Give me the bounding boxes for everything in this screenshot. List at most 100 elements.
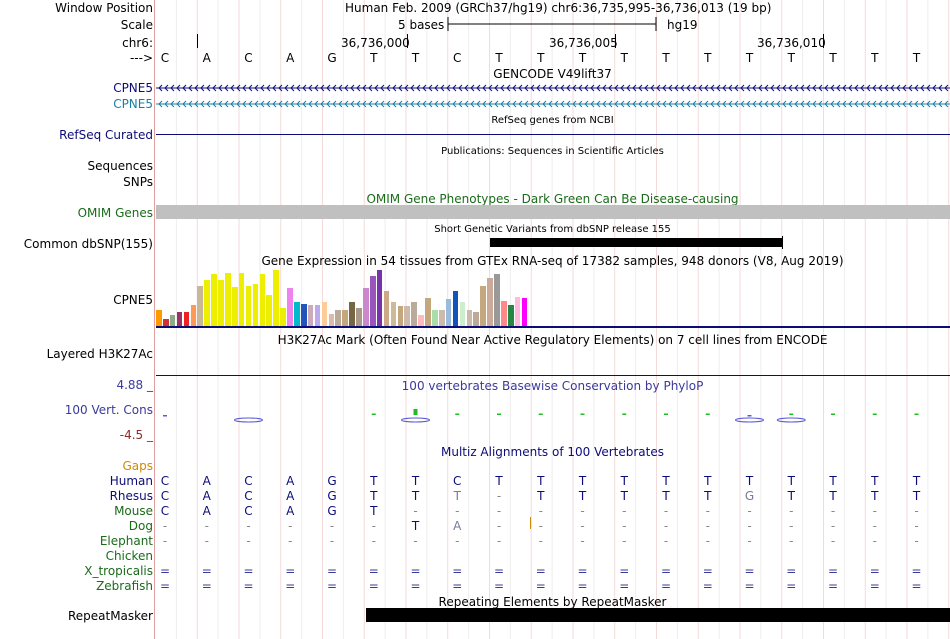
multiz-species-label[interactable]: Mouse: [114, 504, 153, 518]
gtex-tissue-bar[interactable]: [342, 310, 348, 326]
gtex-tissue-bar[interactable]: [432, 310, 438, 326]
gtex-tissue-bar[interactable]: [356, 308, 362, 326]
gtex-tissue-bar[interactable]: [176, 312, 183, 326]
strand-chevron: [176, 84, 181, 92]
gencode-transcript-1[interactable]: [155, 82, 950, 94]
gtex-tissue-bar[interactable]: [259, 274, 266, 326]
h3k27ac-label[interactable]: Layered H3K27Ac: [46, 347, 153, 361]
multiz-aligned-base: =: [201, 579, 212, 593]
gtex-tissue-bar[interactable]: [425, 298, 431, 326]
gtex-tissue-bar[interactable]: [494, 274, 500, 326]
strand-chevron: [530, 100, 535, 108]
gtex-tissue-bar[interactable]: [521, 298, 528, 326]
gtex-tissue-bar[interactable]: [376, 270, 383, 326]
publications-sequences-label[interactable]: Sequences: [87, 159, 153, 173]
gtex-tissue-bar[interactable]: [363, 288, 369, 326]
label-divider: [154, 0, 155, 639]
multiz-aligned-base: -: [580, 534, 585, 548]
repeatmasker-label[interactable]: RepeatMasker: [67, 609, 153, 623]
refseq-line[interactable]: [156, 134, 950, 135]
gtex-tissue-bar[interactable]: [238, 273, 245, 326]
multiz-species-label[interactable]: X_tropicalis: [84, 564, 153, 578]
omim-label[interactable]: OMIM Genes: [77, 206, 153, 220]
gtex-tissue-bar[interactable]: [335, 310, 342, 326]
gtex-tissue-bar[interactable]: [487, 278, 493, 326]
gencode-gene-label[interactable]: CPNE5: [113, 97, 153, 111]
multiz-species-label[interactable]: Chicken: [105, 549, 153, 563]
gtex-tissue-bar[interactable]: [397, 306, 404, 326]
multiz-species-label[interactable]: Human: [109, 474, 153, 488]
gtex-tissue-bar[interactable]: [218, 280, 224, 326]
gtex-tissue-bar[interactable]: [300, 304, 307, 326]
strand-chevron: [470, 100, 475, 108]
dbsnp-variant-bar[interactable]: [490, 238, 782, 247]
gtex-tissue-bar[interactable]: [314, 305, 321, 326]
multiz-species-label[interactable]: Dog: [128, 519, 153, 533]
gencode-gene-label[interactable]: CPNE5: [113, 81, 153, 95]
gtex-tissue-bar[interactable]: [280, 308, 286, 326]
gtex-tissue-bar[interactable]: [321, 302, 328, 326]
gtex-tissue-bar[interactable]: [404, 306, 411, 326]
dbsnp-label[interactable]: Common dbSNP(155): [23, 237, 153, 251]
gtex-tissue-bar[interactable]: [225, 273, 231, 326]
gtex-tissue-bar[interactable]: [514, 297, 521, 326]
gtex-tissue-bar[interactable]: [231, 287, 238, 326]
publications-snps-label[interactable]: SNPs: [123, 175, 153, 189]
gtex-tissue-bar[interactable]: [349, 302, 355, 326]
gtex-tissue-bar[interactable]: [438, 310, 445, 326]
strand-chevron: [392, 100, 397, 108]
gtex-tissue-bar[interactable]: [245, 286, 252, 326]
gtex-tissue-bar[interactable]: [480, 286, 486, 326]
window-position-value[interactable]: Human Feb. 2009 (GRCh37/hg19) chr6:36,73…: [345, 1, 772, 15]
gtex-tissue-bar[interactable]: [287, 288, 293, 326]
multiz-species-label[interactable]: Elephant: [99, 534, 153, 548]
gtex-tissue-bar[interactable]: [507, 305, 514, 326]
gtex-tissue-bar[interactable]: [328, 314, 335, 326]
multiz-aligned-base: G: [327, 504, 337, 518]
gtex-tissue-bar[interactable]: [294, 302, 300, 326]
gtex-tissue-bar[interactable]: [273, 270, 279, 326]
gtex-tissue-bar[interactable]: [452, 291, 459, 326]
gtex-tissue-bar[interactable]: [197, 286, 204, 326]
strand-chevron: [866, 84, 871, 92]
gtex-tissue-bar[interactable]: [369, 276, 376, 326]
gtex-tissue-bar[interactable]: [211, 274, 217, 326]
gtex-label[interactable]: CPNE5: [113, 293, 153, 307]
gtex-tissue-bar[interactable]: [473, 312, 480, 326]
strand-chevron: [644, 84, 649, 92]
strand-chevron: [614, 100, 619, 108]
gtex-tissue-bar[interactable]: [169, 315, 176, 326]
gtex-tissue-bar[interactable]: [466, 310, 473, 326]
gtex-tissue-bar[interactable]: [418, 315, 424, 326]
gtex-tissue-bar[interactable]: [162, 319, 169, 326]
gtex-tissue-bar[interactable]: [411, 302, 417, 326]
multiz-aligned-base: -: [789, 504, 794, 518]
gtex-tissue-bar[interactable]: [252, 284, 259, 326]
omim-track-title: OMIM Gene Phenotypes - Dark Green Can Be…: [366, 192, 739, 206]
gencode-transcript-2[interactable]: [155, 98, 950, 110]
strand-chevron: [722, 100, 727, 108]
strand-chevron: [266, 100, 271, 108]
gtex-tissue-bar[interactable]: [501, 301, 507, 326]
gtex-tissue-bar[interactable]: [383, 291, 390, 326]
phylop-graph[interactable]: [155, 395, 950, 435]
gtex-tissue-bar[interactable]: [190, 305, 197, 326]
gtex-tissue-bar[interactable]: [156, 310, 162, 326]
refseq-label[interactable]: RefSeq Curated: [59, 128, 153, 142]
multiz-species-label[interactable]: Rhesus: [109, 489, 153, 503]
multiz-aligned-base: -: [914, 504, 919, 518]
gtex-tissue-bar[interactable]: [445, 299, 452, 326]
gtex-tissue-bar[interactable]: [390, 302, 397, 326]
gtex-tissue-bar[interactable]: [459, 302, 466, 326]
repeatmasker-element[interactable]: [366, 608, 950, 622]
multiz-aligned-base: =: [159, 579, 171, 593]
gtex-tissue-bar[interactable]: [307, 305, 314, 326]
gtex-tissue-bar[interactable]: [266, 295, 273, 326]
omim-gene-bar[interactable]: [156, 205, 950, 219]
multiz-aligned-base: -: [288, 534, 293, 548]
phylop-label[interactable]: 100 Vert. Cons: [64, 403, 153, 417]
gtex-tissue-bar[interactable]: [204, 280, 210, 326]
multiz-species-label[interactable]: Zebrafish: [96, 579, 153, 593]
gtex-tissue-bar[interactable]: [183, 312, 190, 326]
gtex-bar-chart[interactable]: [156, 270, 950, 326]
